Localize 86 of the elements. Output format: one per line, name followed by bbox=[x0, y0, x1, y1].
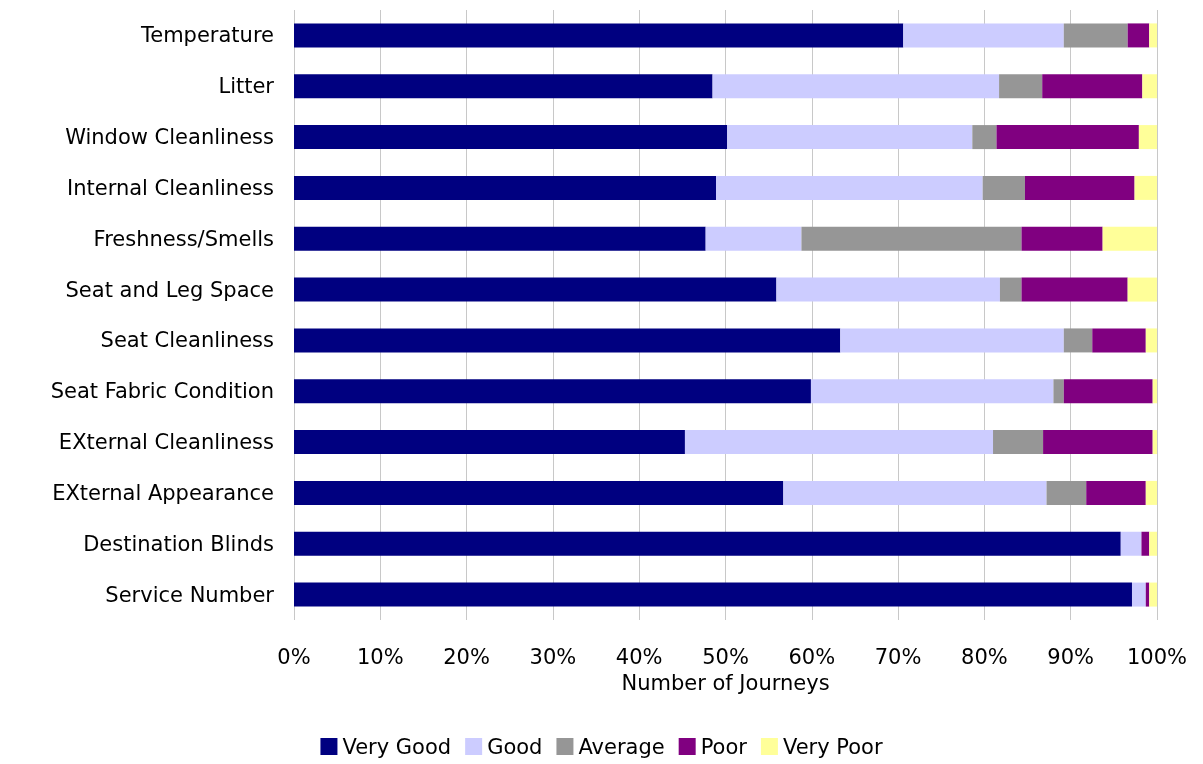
y-tick-label: Service Number bbox=[105, 582, 275, 607]
bar bbox=[1021, 277, 1128, 302]
bar bbox=[993, 430, 1044, 455]
y-tick-label: Seat Cleanliness bbox=[100, 328, 274, 353]
x-tick-label: 80% bbox=[961, 644, 1008, 669]
bar bbox=[1063, 328, 1093, 353]
bar bbox=[1120, 531, 1142, 556]
bar bbox=[1149, 23, 1157, 48]
x-tick-label: 60% bbox=[788, 644, 836, 669]
bar bbox=[294, 125, 728, 150]
bar bbox=[294, 582, 1132, 607]
bar bbox=[1141, 531, 1150, 556]
bar bbox=[1127, 277, 1157, 302]
y-tick-label: Freshness/Smells bbox=[93, 226, 274, 251]
bar bbox=[1086, 480, 1146, 505]
bar bbox=[294, 23, 904, 48]
y-tick-label: Destination Blinds bbox=[83, 531, 274, 556]
legend-label: Very Good bbox=[342, 734, 452, 759]
x-tick-label: 90% bbox=[1047, 644, 1095, 669]
y-tick-label: Seat and Leg Space bbox=[65, 277, 274, 302]
bar bbox=[972, 125, 997, 150]
bar bbox=[294, 74, 713, 99]
bar bbox=[801, 226, 1022, 251]
bar bbox=[294, 226, 706, 251]
bar bbox=[1063, 23, 1128, 48]
bar bbox=[727, 125, 973, 150]
y-tick-label: Seat Fabric Condition bbox=[50, 379, 274, 404]
bar bbox=[712, 74, 1000, 99]
bar bbox=[1102, 226, 1157, 251]
bar bbox=[996, 125, 1139, 150]
bar bbox=[1042, 74, 1143, 99]
bar bbox=[294, 277, 777, 302]
bar bbox=[1024, 175, 1135, 200]
bar bbox=[1149, 531, 1157, 556]
x-tick-label: 50% bbox=[702, 644, 749, 669]
bar bbox=[294, 175, 717, 200]
legend-label: Good bbox=[487, 734, 543, 759]
x-tick-label: 0% bbox=[277, 644, 311, 669]
bar bbox=[1131, 582, 1146, 607]
legend-label: Average bbox=[578, 734, 665, 759]
y-tick-label: Window Cleanliness bbox=[65, 125, 274, 150]
bar bbox=[1134, 175, 1157, 200]
bar bbox=[294, 531, 1121, 556]
bar bbox=[294, 328, 841, 353]
y-tick-label: EXternal Appearance bbox=[52, 480, 274, 505]
x-tick-label: 70% bbox=[874, 644, 922, 669]
bar bbox=[999, 74, 1043, 99]
bar bbox=[783, 480, 1047, 505]
bar bbox=[1092, 328, 1146, 353]
bar bbox=[1021, 226, 1103, 251]
bar bbox=[1043, 430, 1153, 455]
y-tick-label: EXternal Cleanliness bbox=[58, 430, 274, 455]
bar bbox=[999, 277, 1022, 302]
bar bbox=[1145, 328, 1157, 353]
bar bbox=[1063, 379, 1153, 404]
bar bbox=[1053, 379, 1064, 404]
bar bbox=[1145, 480, 1157, 505]
bar bbox=[1152, 430, 1157, 455]
bar bbox=[810, 379, 1054, 404]
bar bbox=[903, 23, 1064, 48]
bar bbox=[1152, 379, 1157, 404]
bar bbox=[716, 175, 983, 200]
bar bbox=[684, 430, 994, 455]
bar bbox=[1149, 582, 1157, 607]
x-tick-label: 40% bbox=[615, 644, 663, 669]
bar bbox=[776, 277, 1000, 302]
bar bbox=[840, 328, 1064, 353]
x-tick-label: 100% bbox=[1126, 644, 1188, 669]
y-tick-label: Litter bbox=[218, 74, 275, 99]
bar bbox=[705, 226, 802, 251]
x-axis-title: Number of Journeys bbox=[621, 670, 830, 695]
bar bbox=[294, 379, 811, 404]
x-tick-label: 30% bbox=[529, 644, 577, 669]
y-tick-label: Temperature bbox=[139, 23, 274, 48]
bar bbox=[294, 480, 784, 505]
bar bbox=[982, 175, 1025, 200]
legend-label: Very Poor bbox=[782, 734, 883, 759]
bar bbox=[1142, 74, 1157, 99]
x-tick-label: 20% bbox=[443, 644, 490, 669]
bar bbox=[1046, 480, 1087, 505]
legend-label: Poor bbox=[700, 734, 748, 759]
bar bbox=[294, 430, 685, 455]
x-tick-label: 10% bbox=[356, 644, 404, 669]
bar bbox=[1127, 23, 1150, 48]
y-tick-label: Internal Cleanliness bbox=[67, 175, 274, 200]
bar bbox=[1138, 125, 1157, 150]
